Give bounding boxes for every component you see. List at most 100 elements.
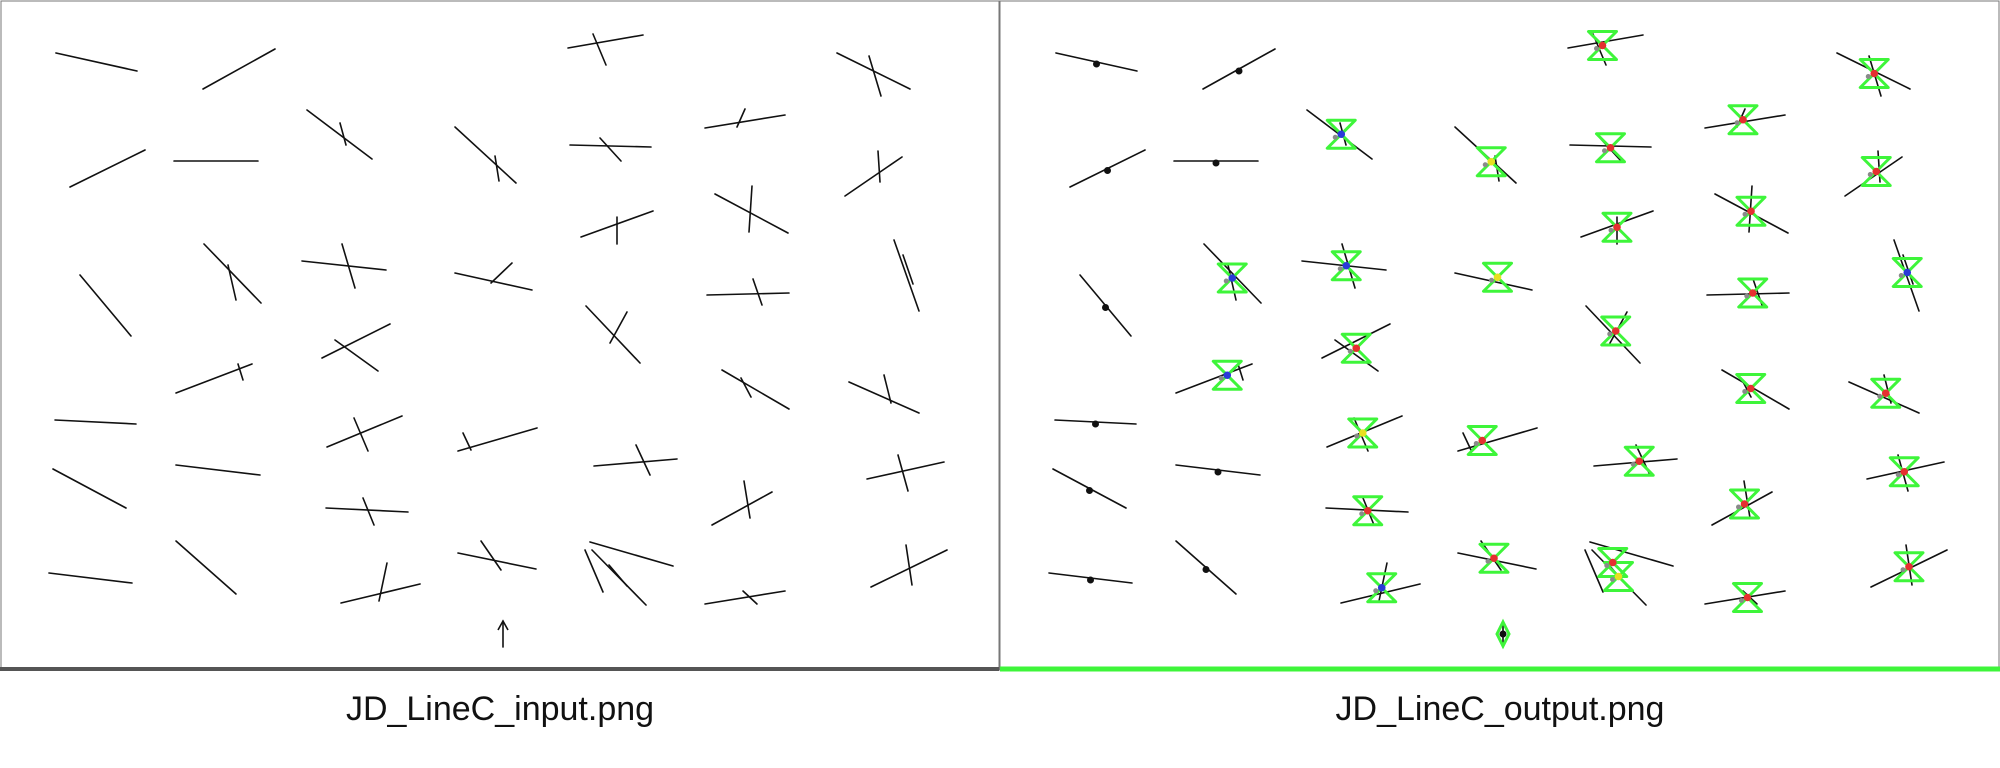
input-panel-frame [0,0,1000,671]
output-stroke [1227,264,1237,301]
detection-marker-secondary [1610,577,1615,582]
detection-marker [1228,274,1237,282]
detection-marker [1608,558,1617,567]
input-stroke [905,544,913,586]
output-markers [1086,41,1913,638]
input-stroke [494,155,500,182]
input-stroke [480,540,502,571]
detection-highlight [1352,495,1384,527]
detection-marker [1903,268,1912,277]
detection-highlight [1597,547,1629,578]
input-stroke [736,108,746,128]
detection-highlight [1495,618,1511,650]
detection-marker [1635,457,1644,466]
detection-highlight [1601,211,1633,243]
detection-highlight [1729,488,1760,520]
input-stroke [334,339,379,372]
input-stroke [54,419,137,425]
detection-marker [1870,69,1879,78]
input-stroke [237,363,244,381]
detection-highlight [1216,262,1248,294]
detection-marker [1905,562,1913,571]
detection-marker [1223,371,1232,380]
detection-highlight [1860,156,1892,187]
input-stroke [202,48,276,90]
detection-marker-secondary [1734,120,1740,126]
detection-highlight [1893,551,1925,583]
input-stroke [175,464,261,476]
input-stroke [589,541,674,567]
detection-highlight [1366,572,1398,604]
detection-marker [1202,566,1210,573]
input-stroke [306,109,373,160]
detection-highlight [1603,561,1634,592]
detection-marker [1342,261,1351,270]
detection-marker-secondary [1898,273,1904,278]
detection-highlight [1325,118,1357,150]
input-stroke [743,480,751,519]
detection-marker-secondary [1630,461,1636,467]
detection-marker-secondary [1485,558,1491,564]
output-stroke [1844,156,1903,197]
input-stroke [599,137,622,162]
input-stroke [227,264,237,301]
detection-marker-secondary [1877,393,1883,399]
detection-marker-secondary [1608,227,1614,233]
output-stroke [1457,427,1538,452]
detection-marker-secondary [1607,331,1613,337]
detection-highlight [1347,417,1379,449]
detection-marker-secondary [1337,266,1343,272]
detection-marker [1743,593,1752,602]
output-stroke [1237,363,1244,381]
output-stroke [1848,381,1920,414]
detection-marker-secondary [1742,389,1748,394]
detection-marker-secondary [1594,46,1599,51]
detection-marker [1739,115,1747,124]
input-stroke [893,239,920,312]
detection-marker-secondary [1489,277,1494,283]
input-stroke [748,185,753,233]
detection-marker [1093,60,1100,68]
detection-highlight [1888,456,1920,488]
detection-marker [1235,67,1243,75]
detection-marker [1086,487,1093,494]
input-stroke [339,122,347,146]
input-stroke [69,149,146,188]
detection-marker [1214,468,1222,476]
input-stroke [714,193,789,234]
input-stroke [48,572,133,584]
detection-highlight [1211,359,1243,391]
input-stroke [752,278,763,306]
detection-marker-secondary [1744,293,1750,299]
detection-marker-secondary [1359,511,1365,517]
detection-highlight [1340,332,1372,364]
detection-marker-secondary [1865,74,1871,79]
output-caption: JD_LineC_output.png [1335,690,1665,728]
detection-marker-secondary [1373,588,1379,594]
input-stroke [848,381,920,414]
input-caption: JD_LineC_input.png [345,690,655,728]
detection-highlight [1330,250,1362,282]
detection-marker [1606,143,1615,152]
detection-marker-secondary [1742,211,1748,217]
detection-highlight [1595,132,1626,164]
detection-marker [1478,436,1487,445]
input-stroke [902,254,914,285]
detection-marker [1212,159,1220,167]
input-stroke [462,432,472,451]
input-stroke [844,156,903,197]
detection-highlight [1482,261,1513,293]
input-stroke [704,590,786,605]
detection-highlight [1600,315,1632,347]
detection-marker-secondary [1223,278,1229,284]
detection-marker [1487,157,1496,166]
detection-highlight [1623,445,1655,477]
input-stroke [353,417,369,452]
output-panel-frame [999,0,2000,671]
detection-marker [1598,41,1607,50]
detection-marker [1092,420,1099,428]
detection-highlight [1870,377,1902,409]
input-stroke [585,305,641,364]
input-stroke [52,468,127,509]
